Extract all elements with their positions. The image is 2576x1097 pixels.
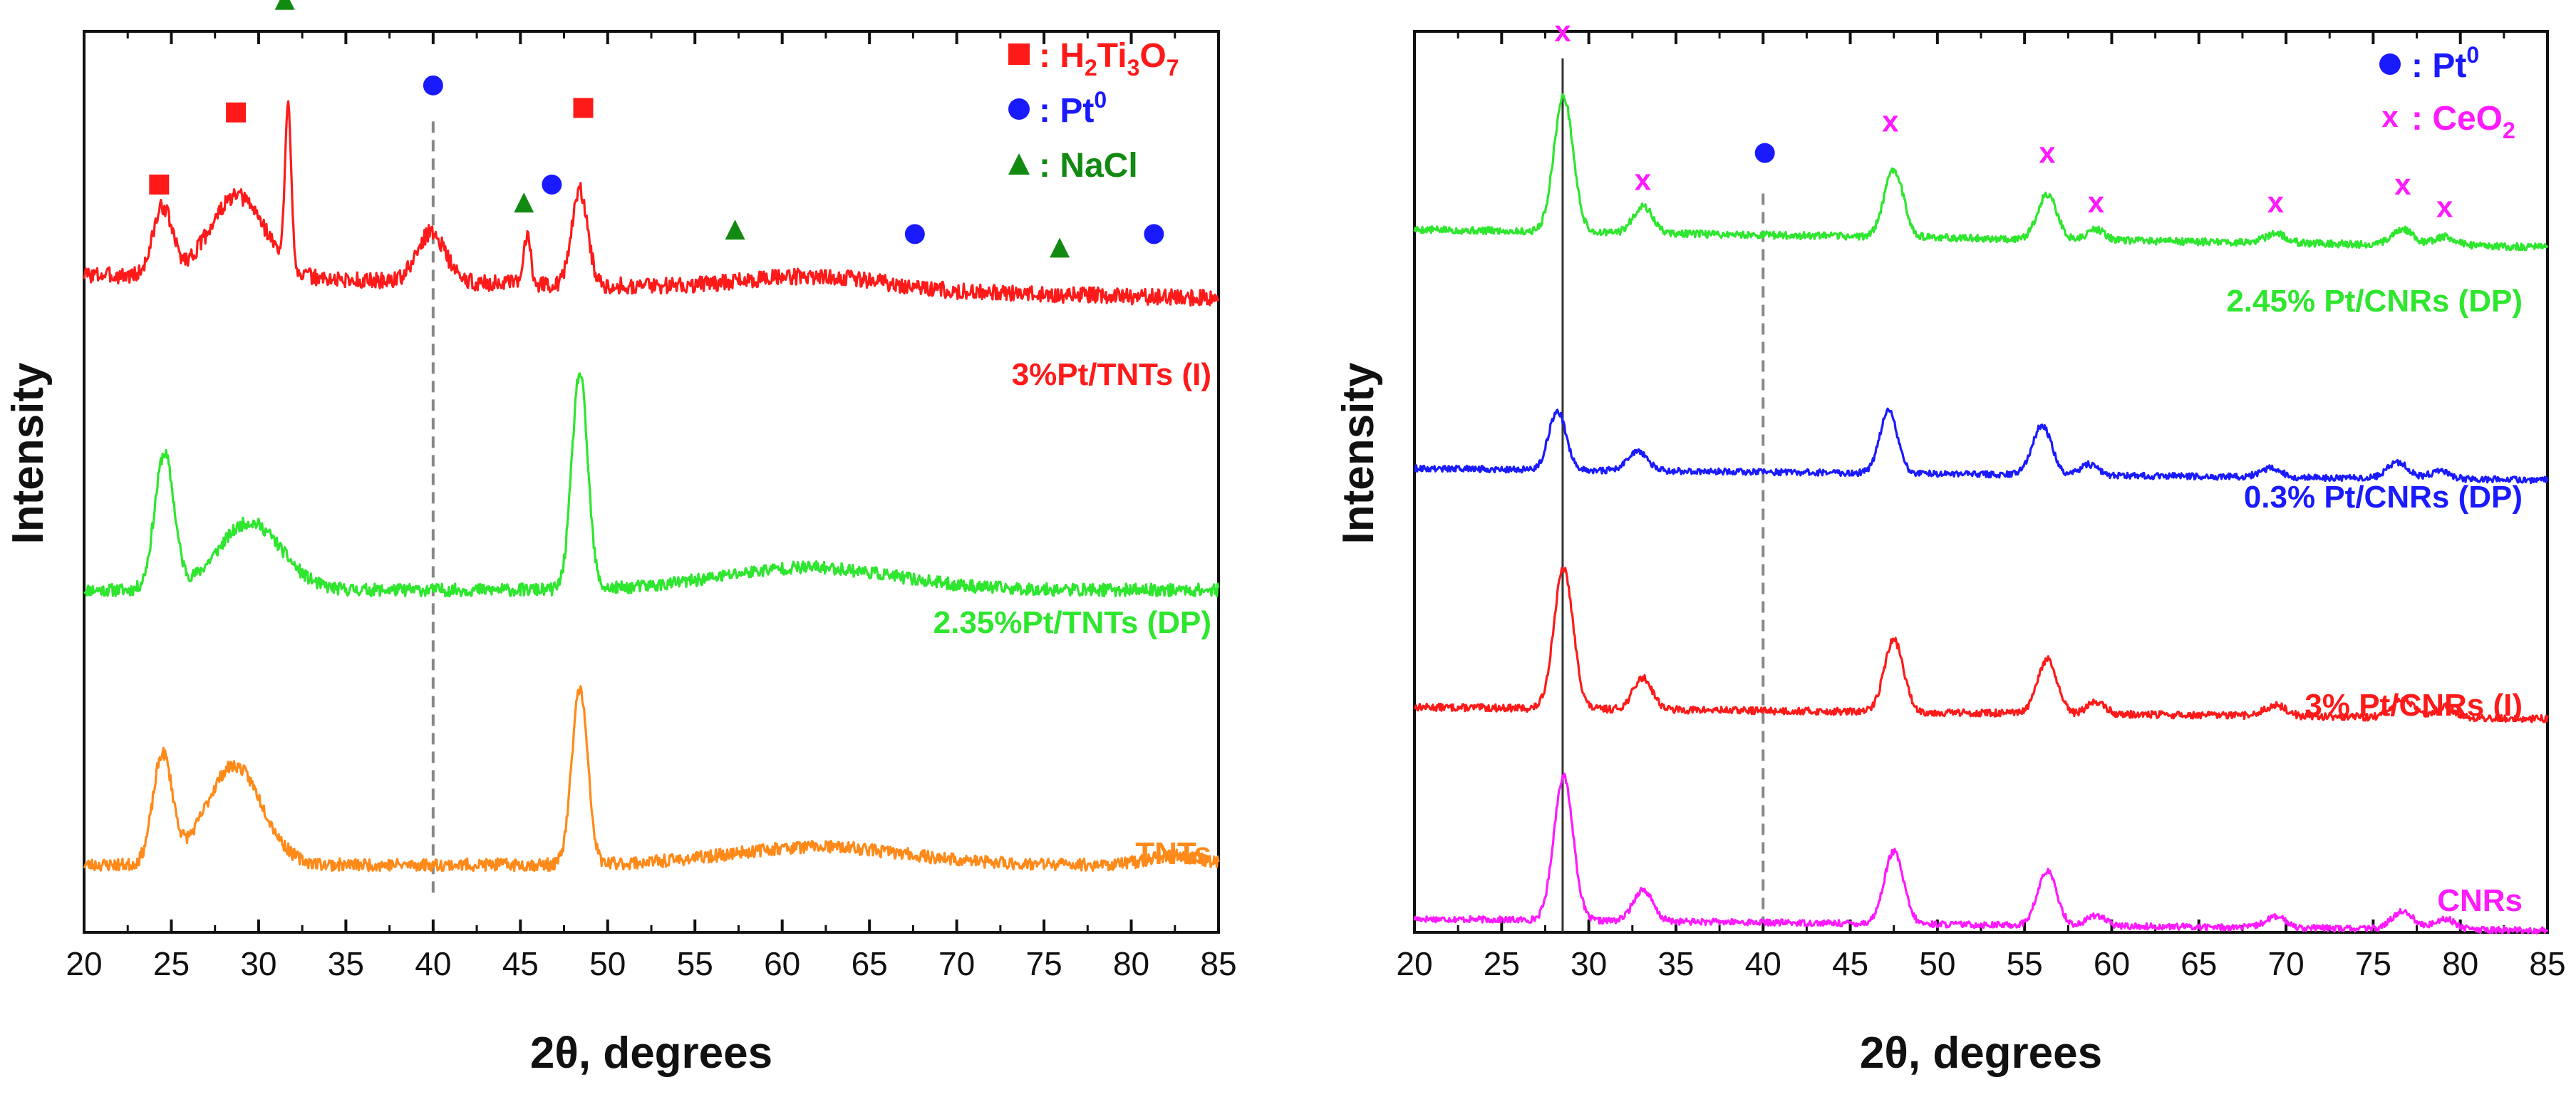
legend-marker-x: x (2381, 100, 2399, 133)
x-tick-label: 40 (415, 945, 451, 982)
series-label: TNTs (1135, 836, 1211, 871)
x-tick-label: 85 (1200, 945, 1236, 982)
x-tick-label: 40 (1745, 945, 1781, 982)
series-line-3-pt-tnts-i- (83, 100, 1220, 307)
legend-marker-triangle (1008, 153, 1030, 175)
peak-marker-circle (423, 75, 443, 96)
legend-marker-circle (1008, 98, 1030, 120)
x-axis-title: 2θ, degrees (1860, 1029, 2102, 1078)
peak-marker-circle (1144, 224, 1164, 244)
peak-marker-x: x (1882, 104, 1899, 138)
peak-marker-triangle (725, 220, 745, 240)
peak-marker-triangle (1050, 237, 1070, 258)
x-tick-label: 75 (2355, 945, 2391, 982)
peak-marker-x: x (2039, 136, 2056, 170)
series-label: 2.45% Pt/CNRs (DP) (2226, 284, 2523, 319)
peak-marker-square (149, 174, 170, 195)
peak-marker-triangle (514, 192, 534, 213)
series-label: 0.3% Pt/CNRs (DP) (2244, 480, 2523, 515)
series-label: 3%Pt/TNTs (I) (1012, 357, 1211, 392)
peak-marker-x: x (2088, 185, 2105, 219)
series-line-tnts (83, 685, 1220, 872)
right-legend: : Pt0 x : CeO2 (2379, 42, 2515, 143)
legend-text-part: 7 (1167, 55, 1179, 81)
legend-text-part: : Pt (1039, 92, 1094, 130)
left-legend: : H2Ti3O7 : Pt0 : NaCl (1008, 37, 1179, 185)
peak-marker-square (573, 98, 594, 118)
peak-marker-circle (542, 174, 562, 195)
legend-entry-text: : H2Ti3O7 (1039, 37, 1179, 81)
x-tick-label: 35 (328, 945, 364, 982)
peak-marker-x: x (1635, 163, 1652, 197)
legend-entry-text: : Pt0 (1039, 87, 1107, 130)
x-tick-label: 35 (1657, 945, 1694, 982)
peak-marker-x: x (1554, 14, 1571, 48)
legend-text-part: 2 (1085, 55, 1097, 81)
x-tick-label: 65 (2181, 945, 2217, 982)
series-line-0-3-pt-cnrs-dp- (1413, 407, 2549, 485)
peak-marker-circle (1754, 143, 1775, 163)
series-line-2-45-pt-cnrs-dp- (1413, 93, 2549, 252)
x-tick-label: 25 (153, 945, 190, 982)
x-tick-label: 20 (1396, 945, 1432, 982)
peak-marker-x: x (2267, 185, 2285, 219)
legend-entry-text: : NaCl (1039, 147, 1138, 185)
series-line-2-35-pt-tnts-dp- (83, 372, 1220, 598)
peak-marker-circle (904, 224, 925, 244)
legend-text-part: O (1139, 37, 1166, 75)
x-tick-label: 60 (2094, 945, 2130, 982)
x-tick-label: 45 (502, 945, 539, 982)
x-tick-label: 30 (1571, 945, 1607, 982)
legend-entry-text: : CeO2 (2411, 100, 2515, 143)
x-tick-label: 60 (764, 945, 800, 982)
series-label: 3% Pt/CNRs (I) (2305, 688, 2523, 723)
x-tick-label: 80 (2442, 945, 2478, 982)
x-tick-label: 70 (2267, 945, 2304, 982)
legend-text-part: 3 (1127, 55, 1140, 81)
x-tick-label: 50 (589, 945, 626, 982)
x-tick-label: 45 (1832, 945, 1868, 982)
legend-text-part: 0 (1094, 87, 1107, 113)
x-tick-label: 55 (677, 945, 713, 982)
legend-text-part: : Pt (2411, 47, 2466, 85)
legend-text-part: : NaCl (1039, 147, 1138, 185)
legend-text-part: 0 (2466, 42, 2479, 68)
series-line-3-pt-cnrs-i- (1413, 567, 2549, 723)
peak-marker-x: x (2436, 190, 2453, 223)
series-line-cnrs (1413, 772, 2549, 935)
x-tick-label: 30 (240, 945, 276, 982)
x-tick-label: 75 (1025, 945, 1062, 982)
legend-text-part: 2 (2503, 118, 2515, 143)
legend-text-part: Ti (1097, 37, 1127, 75)
legend-text-part: : H (1039, 37, 1085, 75)
x-tick-label: 50 (1919, 945, 1955, 982)
x-tick-label: 80 (1113, 945, 1149, 982)
x-tick-label: 65 (852, 945, 888, 982)
x-tick-label: 25 (1484, 945, 1520, 982)
x-tick-label: 85 (2529, 945, 2565, 982)
series-label: CNRs (2437, 883, 2523, 918)
x-tick-label: 55 (2007, 945, 2043, 982)
x-axis-title: 2θ, degrees (530, 1029, 772, 1078)
legend-marker-square (1008, 43, 1030, 65)
y-axis-title: Intensity (4, 362, 53, 544)
y-axis-title: Intensity (1334, 362, 1383, 544)
peak-marker-x: x (2394, 168, 2411, 201)
series-label: 2.35%Pt/TNTs (DP) (933, 605, 1211, 640)
peak-marker-triangle (274, 0, 295, 10)
x-tick-label: 20 (66, 945, 102, 982)
legend-text-part: : CeO (2411, 100, 2503, 138)
legend-entry-text: : Pt0 (2411, 42, 2479, 85)
peak-marker-square (226, 102, 247, 123)
legend-marker-circle (2379, 53, 2401, 75)
x-tick-label: 70 (938, 945, 975, 982)
